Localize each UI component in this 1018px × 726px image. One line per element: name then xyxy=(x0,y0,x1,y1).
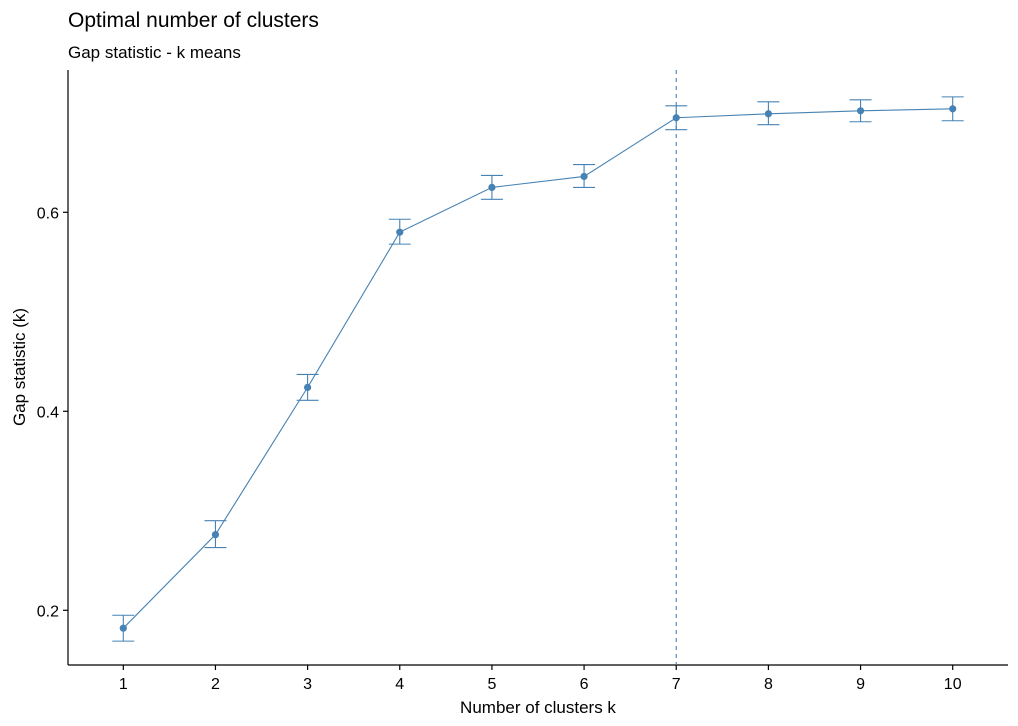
x-tick-label: 6 xyxy=(580,676,589,693)
x-tick-label: 10 xyxy=(944,676,962,693)
data-point xyxy=(304,383,312,391)
x-tick-label: 7 xyxy=(672,676,681,693)
x-tick-label: 3 xyxy=(303,676,312,693)
plot-area: 0.2 0.4 0.6 1 2 3 4 5 6 7 8 9 10 xyxy=(37,70,1008,693)
y-axis-title: Gap statistic (k) xyxy=(10,308,29,426)
x-tick-label: 8 xyxy=(764,676,773,693)
y-tick-label: 0.6 xyxy=(37,205,59,222)
data-point xyxy=(764,110,772,118)
x-tick-label: 5 xyxy=(487,676,496,693)
data-point xyxy=(672,114,680,122)
data-point xyxy=(949,105,957,113)
gap-series-line xyxy=(122,108,953,629)
data-point xyxy=(856,107,865,115)
chart-title: Optimal number of clusters xyxy=(68,9,319,32)
data-point xyxy=(211,531,220,539)
x-tick-label: 4 xyxy=(395,676,404,693)
y-tick-label: 0.4 xyxy=(37,404,59,421)
x-tick-label: 9 xyxy=(856,676,865,693)
data-point xyxy=(580,172,588,181)
chart-subtitle: Gap statistic - k means xyxy=(68,43,241,62)
data-point xyxy=(488,183,496,192)
y-tick-label: 0.2 xyxy=(37,603,59,620)
x-axis-title: Number of clusters k xyxy=(460,698,616,717)
x-tick-label: 1 xyxy=(119,676,128,693)
data-point xyxy=(119,624,127,632)
data-point xyxy=(396,228,404,236)
x-tick-label: 2 xyxy=(211,676,220,693)
